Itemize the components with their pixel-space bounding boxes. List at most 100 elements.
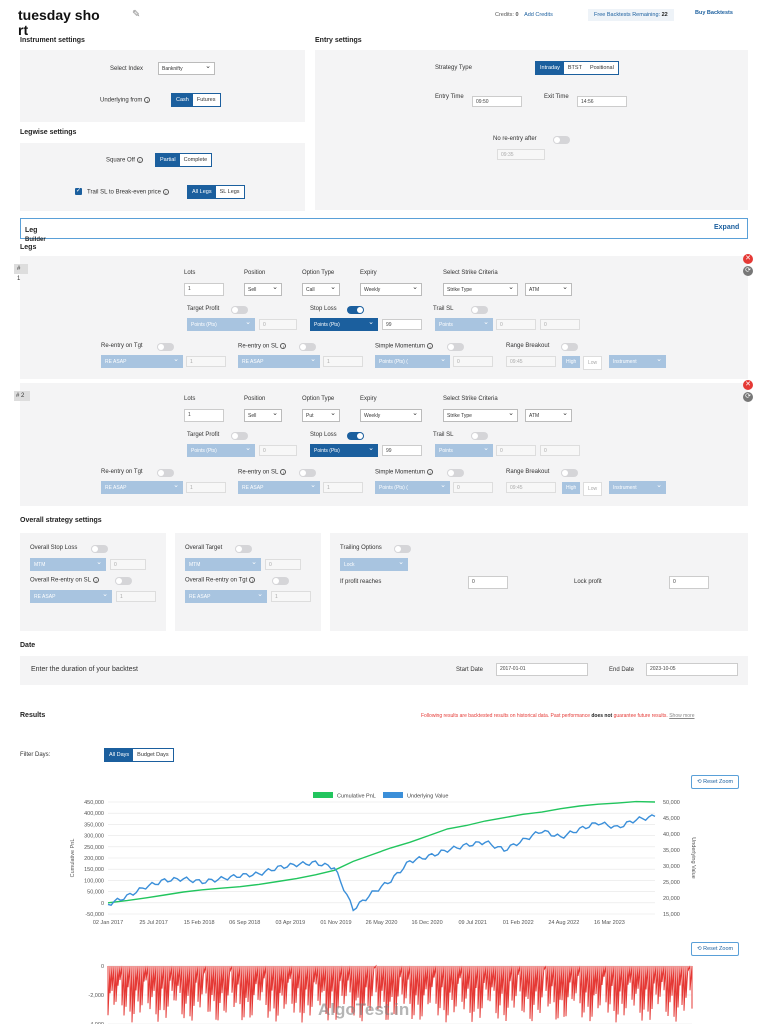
all-days-option[interactable]: All Days [105,749,134,761]
trailing-select[interactable]: Lock [340,558,408,571]
pnl-chart[interactable]: 450,000 400,000 350,000 300,000 250,000 200,0… [60,788,700,930]
overall-re-tgt-value[interactable]: 1 [271,591,311,602]
expiry-select[interactable]: Weekly [360,409,422,422]
tp-value[interactable]: 0 [259,445,297,456]
high-button[interactable]: High [562,356,581,368]
momentum-value[interactable]: 0 [453,482,493,493]
copy-leg-1-icon[interactable]: ⟳ [743,266,753,276]
stop-loss-toggle[interactable] [347,306,364,314]
instrument-select[interactable]: Instrument [609,355,666,368]
lock-profit-input[interactable]: 0 [669,576,709,589]
stop-loss-toggle[interactable] [347,432,364,440]
trail-toggle[interactable]: All Legs SL Legs [187,185,245,199]
btst-option[interactable]: BTST [563,62,586,74]
range-breakout-toggle[interactable] [561,469,578,477]
momentum-toggle[interactable] [447,469,464,477]
target-profit-toggle[interactable] [231,306,248,314]
partial-option[interactable]: Partial [156,154,180,166]
overall-re-sl-toggle[interactable] [115,577,132,585]
trail-value-a[interactable]: 0 [496,445,536,456]
reentry-tgt-value[interactable]: 1 [186,482,226,493]
strategy-toggle[interactable]: Intraday BTST Positional [535,61,619,75]
lots-input[interactable]: 1 [184,409,224,422]
low-button[interactable]: Low [583,356,603,370]
overall-re-tgt-toggle[interactable] [272,577,289,585]
drawdown-chart[interactable]: 0 -2,000 -4,000 [60,958,700,1024]
sl-value[interactable]: 99 [382,319,422,330]
no-reentry-time[interactable]: 09:35 [497,149,545,160]
reentry-tgt-select[interactable]: RE ASAP [101,481,183,494]
momentum-value[interactable]: 0 [453,356,493,367]
filter-toggle[interactable]: All Days Budget Days [104,748,174,762]
sl-type-select[interactable]: Points (Pts) [310,318,378,331]
complete-option[interactable]: Complete [179,154,212,166]
reentry-tgt-value[interactable]: 1 [186,356,226,367]
high-button[interactable]: High [562,482,581,494]
atm-select[interactable]: ATM [525,283,572,296]
range-breakout-toggle[interactable] [561,343,578,351]
if-profit-input[interactable]: 0 [468,576,508,589]
square-off-toggle[interactable]: Partial Complete [155,153,213,167]
end-date-input[interactable]: 2023-10-05 [646,663,738,676]
trail-sl-toggle[interactable] [471,306,488,314]
reentry-tgt-select[interactable]: RE ASAP [101,355,183,368]
trail-type-select[interactable]: Points [435,444,493,457]
underlying-toggle[interactable]: Cash Futures [171,93,221,107]
start-date-input[interactable]: 2017-01-01 [496,663,588,676]
reset-zoom-button-2[interactable]: ⟲ Reset Zoom [691,942,740,956]
atm-select[interactable]: ATM [525,409,572,422]
intraday-option[interactable]: Intraday [536,62,564,74]
overall-sl-select[interactable]: MTM [30,558,106,571]
position-select[interactable]: Sell [244,283,282,296]
copy-leg-2-icon[interactable]: ⟳ [743,392,753,402]
tp-type-select[interactable]: Points (Pts) [187,444,255,457]
strike-type-select[interactable]: Strike Type [443,283,518,296]
momentum-toggle[interactable] [447,343,464,351]
overall-tgt-toggle[interactable] [235,545,252,553]
no-reentry-toggle[interactable] [553,136,570,144]
index-select[interactable]: Banknifty [158,62,215,75]
momentum-select[interactable]: Points (Pts) ( [375,355,450,368]
momentum-select[interactable]: Points (Pts) ( [375,481,450,494]
overall-tgt-select[interactable]: MTM [185,558,261,571]
sl-type-select[interactable]: Points (Pts) [310,444,378,457]
overall-sl-value[interactable]: 0 [110,559,146,570]
entry-time-input[interactable]: 09:50 [472,96,522,107]
expand-button[interactable]: Expand [714,224,740,231]
reentry-sl-value[interactable]: 1 [323,482,363,493]
trail-value-a[interactable]: 0 [496,319,536,330]
trailing-toggle[interactable] [394,545,411,553]
reset-zoom-button[interactable]: ⟲ Reset Zoom [691,775,740,789]
tp-value[interactable]: 0 [259,319,297,330]
position-select[interactable]: Sell [244,409,282,422]
sl-value[interactable]: 99 [382,445,422,456]
range-time[interactable]: 09:45 [506,482,556,493]
overall-sl-toggle[interactable] [91,545,108,553]
lots-input[interactable]: 1 [184,283,224,296]
buy-backtests-button[interactable]: Buy Backtests [695,10,733,16]
budget-days-option[interactable]: Budget Days [133,749,173,761]
trail-type-select[interactable]: Points [435,318,493,331]
reentry-sl-select[interactable]: RE ASAP [238,355,320,368]
reentry-tgt-toggle[interactable] [157,343,174,351]
exit-time-input[interactable]: 14:56 [577,96,627,107]
edit-icon[interactable]: ✎ [132,9,141,20]
reentry-sl-toggle[interactable] [299,343,316,351]
futures-option[interactable]: Futures [192,94,220,106]
tp-type-select[interactable]: Points (Pts) [187,318,255,331]
trail-value-b[interactable]: 0 [540,319,580,330]
reentry-sl-select[interactable]: RE ASAP [238,481,320,494]
instrument-select[interactable]: Instrument [609,481,666,494]
trail-checkbox[interactable]: ✓ [75,188,82,195]
overall-re-sl-select[interactable]: RE ASAP [30,590,112,603]
overall-tgt-value[interactable]: 0 [265,559,301,570]
reentry-sl-toggle[interactable] [299,469,316,477]
all-legs-option[interactable]: All Legs [188,186,216,198]
delete-leg-2-icon[interactable]: ✕ [743,380,753,390]
show-more-link[interactable]: Show more [669,713,695,719]
cash-option[interactable]: Cash [172,94,193,106]
delete-leg-1-icon[interactable]: ✕ [743,254,753,264]
strike-type-select[interactable]: Strike Type [443,409,518,422]
trail-value-b[interactable]: 0 [540,445,580,456]
sl-legs-option[interactable]: SL Legs [215,186,244,198]
